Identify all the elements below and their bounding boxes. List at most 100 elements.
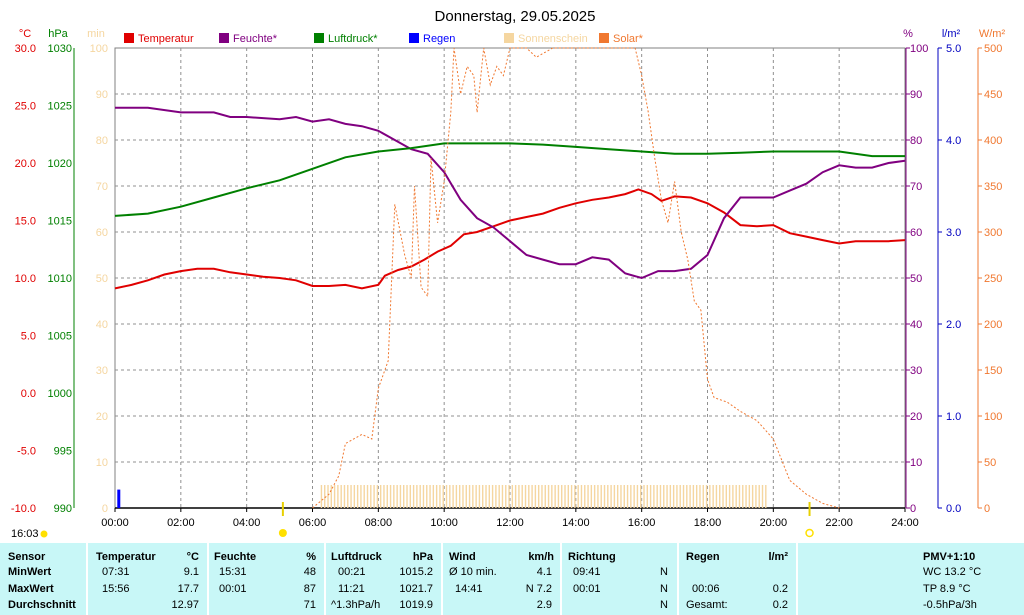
sunshine-bar [738, 485, 741, 508]
sunshine-bar [765, 485, 767, 508]
min-tick-label: 40 [96, 319, 108, 331]
sunshine-bar [719, 485, 721, 508]
left-time-label: 16:03 [11, 528, 39, 540]
temp-tick-label: -10.0 [11, 503, 36, 515]
hum-tick-label: 80 [910, 135, 922, 147]
sunshine-bar [505, 485, 507, 508]
sunshine-bar [554, 485, 556, 508]
series-line-temperatur [114, 188, 906, 290]
sunshine-bar [399, 485, 402, 508]
solar-tick-label: 150 [984, 365, 1002, 377]
sunshine-bar [478, 485, 481, 508]
wind-avg10-value: 4.1 [536, 566, 552, 578]
legend-label: Temperatur [138, 33, 194, 45]
stats-panel: Sensor MinWert MaxWert Durchschnitt Temp… [0, 543, 1024, 615]
legend-label: Regen [423, 33, 455, 45]
pressure-trend: ^1.3hPa/h [331, 599, 381, 611]
humidity-min-time: 15:31 [219, 566, 247, 578]
sunshine-bar [603, 485, 606, 508]
solar-tick-label: 350 [984, 181, 1002, 193]
sunshine-bar [640, 485, 642, 508]
pmv-header: PMV+1:10 [923, 551, 976, 563]
min-tick-label: 10 [96, 457, 108, 469]
min-tick-label: 80 [96, 135, 108, 147]
sunshine-bar [580, 485, 583, 508]
legend: Temperatur Feuchte* Luftdruck* Regen Son… [124, 33, 644, 45]
sunshine-bar [521, 485, 523, 508]
legend-label: Sonnenschein [518, 33, 588, 45]
sunshine-bar [616, 485, 619, 508]
series-line-luftdruck [114, 142, 905, 217]
sunshine-bar [465, 485, 467, 508]
sunshine-bar [607, 485, 609, 508]
rain-tick-label: 2.0 [946, 319, 961, 331]
min-tick-label: 30 [96, 365, 108, 377]
sunshine-bar [584, 485, 586, 508]
sunshine-bar [705, 485, 708, 508]
sunshine-bar [689, 485, 691, 508]
rain-unit: l/m² [942, 28, 961, 40]
sunshine-bar [547, 485, 550, 508]
x-tick-label: 04:00 [233, 517, 261, 529]
sunshine-bar [330, 485, 333, 508]
temperature-header: Temperatur [96, 551, 156, 563]
humidity-avg: 71 [303, 599, 316, 611]
x-tick-label: 12:00 [496, 517, 524, 529]
x-tick-label: 22:00 [825, 517, 853, 529]
x-tick-label: 08:00 [365, 517, 393, 529]
temp-tick-label: 20.0 [15, 158, 36, 170]
rain-tick-label: 5.0 [946, 43, 961, 55]
sunshine-bar [343, 485, 346, 508]
sunshine-bar [370, 485, 372, 508]
rain-total-label: Gesamt: [686, 599, 728, 611]
sunshine-bar [340, 485, 342, 508]
sunshine-bar [360, 485, 362, 508]
sunshine-bar [699, 485, 701, 508]
sunshine-bar [442, 485, 444, 508]
sunshine-bar [570, 485, 573, 508]
legend-item-pressure: Luftdruck* [314, 33, 378, 45]
legend-item-rain: Regen [409, 33, 455, 45]
sunshine-bar [508, 485, 510, 508]
sunshine-bar [445, 485, 448, 508]
hum-tick-label: 60 [910, 227, 922, 239]
humidity-panel: Feuchte % 15:31 48 00:01 87 71 [207, 543, 324, 615]
series-line-solar [312, 47, 840, 509]
hum-tick-label: 40 [910, 319, 922, 331]
sunshine-bar [435, 485, 438, 508]
sunshine-bar [524, 485, 527, 508]
sunshine-bar [449, 485, 451, 508]
sensor-header: Sensor [8, 551, 46, 563]
sunshine-bar [406, 485, 408, 508]
temp-tick-label: 30.0 [15, 43, 36, 55]
hum-tick-label: 10 [910, 457, 922, 469]
hum-tick-label: 0 [910, 503, 916, 515]
sunshine-bar [679, 485, 681, 508]
hum-tick-label: 70 [910, 181, 922, 193]
hum-tick-label: 20 [910, 411, 922, 423]
sunshine-bar [327, 485, 329, 508]
sunshine-bar [393, 485, 395, 508]
sunshine-bar [350, 485, 352, 508]
temp-unit: °C [19, 28, 31, 40]
wind-max-value: N 7.2 [525, 583, 552, 595]
sunshine-bar [709, 485, 711, 508]
sunshine-bar [511, 485, 514, 508]
sunshine-bar [396, 485, 398, 508]
hum-tick-label: 50 [910, 273, 922, 285]
sunshine-bar [429, 485, 431, 508]
x-tick-label: 24:00 [891, 517, 919, 529]
press-unit: hPa [48, 28, 68, 40]
solar-tick-label: 450 [984, 89, 1002, 101]
sunshine-bar [745, 485, 747, 508]
sunshine-bar [409, 485, 412, 508]
sunshine-bar [557, 485, 560, 508]
wind-avg: 2.9 [536, 599, 552, 611]
avg-row-label: Durchschnitt [8, 599, 76, 611]
series-line-feuchte [115, 106, 906, 280]
chart-title: Donnerstag, 29.05.2025 [435, 8, 596, 25]
temperature-min-value: 9.1 [183, 566, 199, 578]
sunshine-bar [656, 485, 658, 508]
max-row-label: MaxWert [8, 583, 54, 595]
sunshine-bar [498, 485, 500, 508]
